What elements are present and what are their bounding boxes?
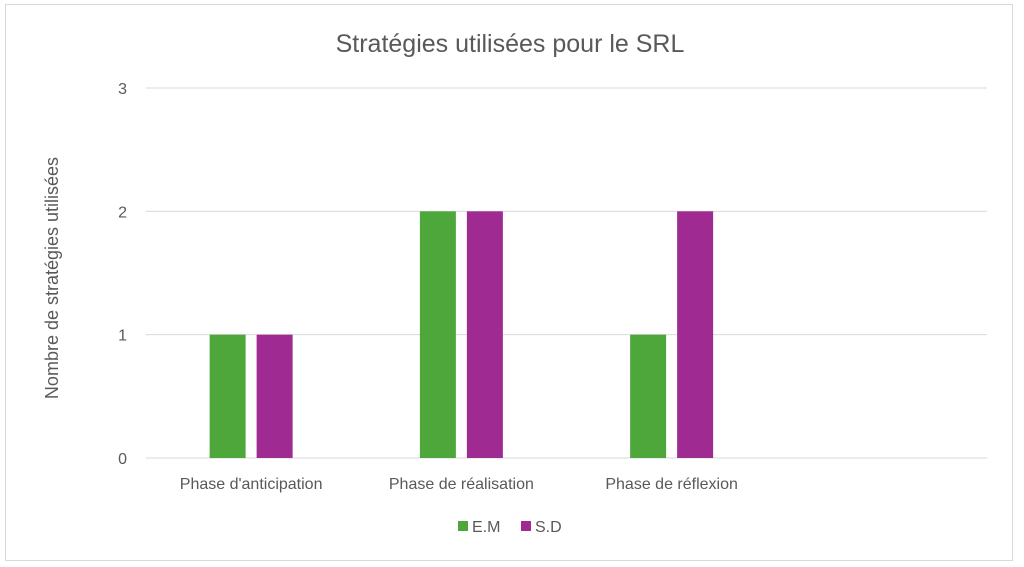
x-axis-ticks: Phase d'anticipation Phase de réalisation… [180,476,738,493]
bar-em-2 [630,334,667,458]
bar-sd-0 [256,334,293,458]
legend-label: E.M [472,519,500,536]
chart-frame [5,4,1013,561]
chart-title: Stratégies utilisées pour le SRL [336,30,685,58]
y-axis-ticks: 0 1 2 3 [118,81,127,468]
legend-label: S.D [535,519,562,536]
y-axis-title: Nombre de stratégies utilisées [42,157,62,399]
bar-sd-2 [677,211,714,458]
legend-swatch-sd [521,521,531,531]
y-tick-label: 2 [118,204,127,221]
bars [209,211,714,458]
y-tick-label: 3 [118,81,127,98]
bar-em-1 [419,211,456,458]
x-tick-label: Phase de réflexion [605,476,738,493]
legend-swatch-em [458,521,468,531]
y-tick-label: 1 [118,328,127,345]
x-tick-label: Phase de réalisation [389,476,534,493]
legend: E.M S.D [458,519,562,536]
bar-em-0 [209,334,246,458]
bar-sd-1 [466,211,503,458]
x-tick-label: Phase d'anticipation [180,476,323,493]
y-tick-label: 0 [118,451,127,468]
